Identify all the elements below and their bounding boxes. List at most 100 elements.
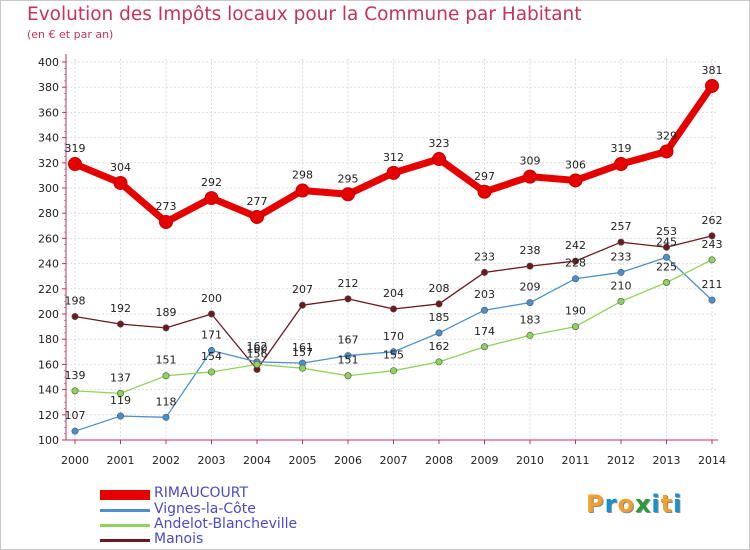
data-label: 154: [201, 350, 222, 363]
x-tick-label: 2003: [198, 454, 226, 467]
data-label: 212: [338, 277, 359, 290]
data-label: 183: [520, 313, 541, 326]
data-point: [389, 305, 397, 313]
x-tick-label: 2000: [61, 454, 89, 467]
legend-label: RIMAUCOURT: [154, 485, 249, 501]
data-label: 298: [292, 169, 313, 182]
data-label: 210: [611, 279, 632, 292]
data-label: 151: [338, 354, 359, 367]
data-point: [341, 187, 355, 202]
y-tick-label: 400: [38, 56, 59, 69]
data-point: [117, 412, 125, 420]
data-label: 297: [474, 170, 495, 183]
data-label: 170: [383, 330, 404, 343]
data-label: 155: [383, 349, 404, 362]
data-point: [571, 323, 579, 331]
data-point: [526, 331, 534, 339]
y-tick-label: 260: [38, 232, 59, 245]
y-tick-label: 320: [38, 157, 59, 170]
data-point: [523, 169, 537, 184]
x-tick-label: 2011: [562, 454, 590, 467]
data-label: 306: [565, 158, 586, 171]
data-label: 233: [611, 250, 632, 263]
y-tick-label: 200: [38, 308, 59, 321]
y-tick-label: 100: [38, 434, 59, 447]
data-label: 174: [474, 325, 495, 338]
data-label: 253: [656, 225, 677, 238]
data-point: [571, 275, 579, 283]
x-tick-label: 2010: [516, 454, 544, 467]
data-label: 198: [65, 295, 86, 308]
data-point: [662, 278, 670, 286]
data-point: [708, 256, 716, 264]
data-label: 160: [247, 342, 268, 355]
data-point: [253, 360, 261, 368]
data-point: [480, 343, 488, 351]
data-label: 185: [429, 311, 450, 324]
y-tick-label: 380: [38, 81, 59, 94]
logo-letter: t: [660, 490, 674, 518]
data-label: 156: [247, 347, 268, 360]
data-label: 319: [65, 142, 86, 155]
legend-label: Vignes-la-Côte: [154, 501, 256, 517]
data-label: 200: [201, 292, 222, 305]
x-tick-label: 2008: [425, 454, 453, 467]
x-tick-label: 2004: [243, 454, 271, 467]
data-label: 273: [156, 200, 177, 213]
data-label: 323: [429, 137, 450, 150]
data-point: [295, 183, 310, 198]
x-tick-label: 2002: [152, 454, 180, 467]
data-label: 295: [338, 172, 359, 185]
data-point: [208, 368, 216, 376]
data-label: 312: [383, 151, 404, 164]
y-tick-label: 340: [38, 132, 59, 145]
data-point: [344, 352, 352, 360]
logo-letter: P: [586, 490, 605, 518]
data-point: [659, 144, 674, 159]
legend-swatch: [100, 490, 150, 500]
data-point: [208, 310, 216, 318]
data-point: [526, 299, 534, 307]
data-label: 161: [292, 341, 313, 354]
data-point: [480, 306, 488, 314]
data-label: 292: [201, 176, 222, 189]
data-label: 238: [520, 244, 541, 257]
data-point: [162, 324, 170, 332]
data-point: [477, 184, 492, 199]
data-label: 262: [702, 214, 723, 227]
data-point: [571, 257, 579, 265]
plot-area: [66, 59, 718, 440]
logo-letter: r: [604, 490, 618, 518]
x-tick-label: 2007: [380, 454, 408, 467]
data-label: 192: [110, 302, 131, 315]
data-point: [662, 243, 670, 251]
data-label: 225: [656, 261, 677, 274]
legend-swatch: [100, 509, 150, 512]
data-point: [159, 215, 173, 230]
data-point: [68, 157, 82, 172]
data-label: 167: [338, 334, 359, 347]
logo-letter: i: [673, 490, 683, 518]
data-label: 162: [247, 340, 268, 353]
data-label: 203: [474, 288, 495, 301]
data-point: [435, 329, 443, 337]
data-point: [162, 372, 170, 380]
data-point: [162, 413, 170, 421]
x-tick-label: 2009: [471, 454, 499, 467]
data-label: 243: [702, 238, 723, 251]
legend-swatch: [100, 524, 150, 527]
data-point: [117, 320, 125, 328]
data-label: 107: [65, 409, 86, 422]
data-label: 211: [702, 278, 723, 291]
data-label: 190: [565, 305, 586, 318]
data-label: 171: [201, 329, 222, 342]
data-point: [250, 209, 264, 224]
chart-title: Evolution des Impôts locaux pour la Comm…: [27, 4, 582, 25]
data-label: 329: [656, 129, 677, 142]
data-label: 233: [474, 250, 495, 263]
data-label: 151: [156, 354, 177, 367]
x-tick-label: 2001: [107, 454, 135, 467]
data-point: [71, 313, 79, 321]
y-tick-label: 160: [38, 358, 59, 371]
logo-letter: x: [634, 490, 652, 518]
